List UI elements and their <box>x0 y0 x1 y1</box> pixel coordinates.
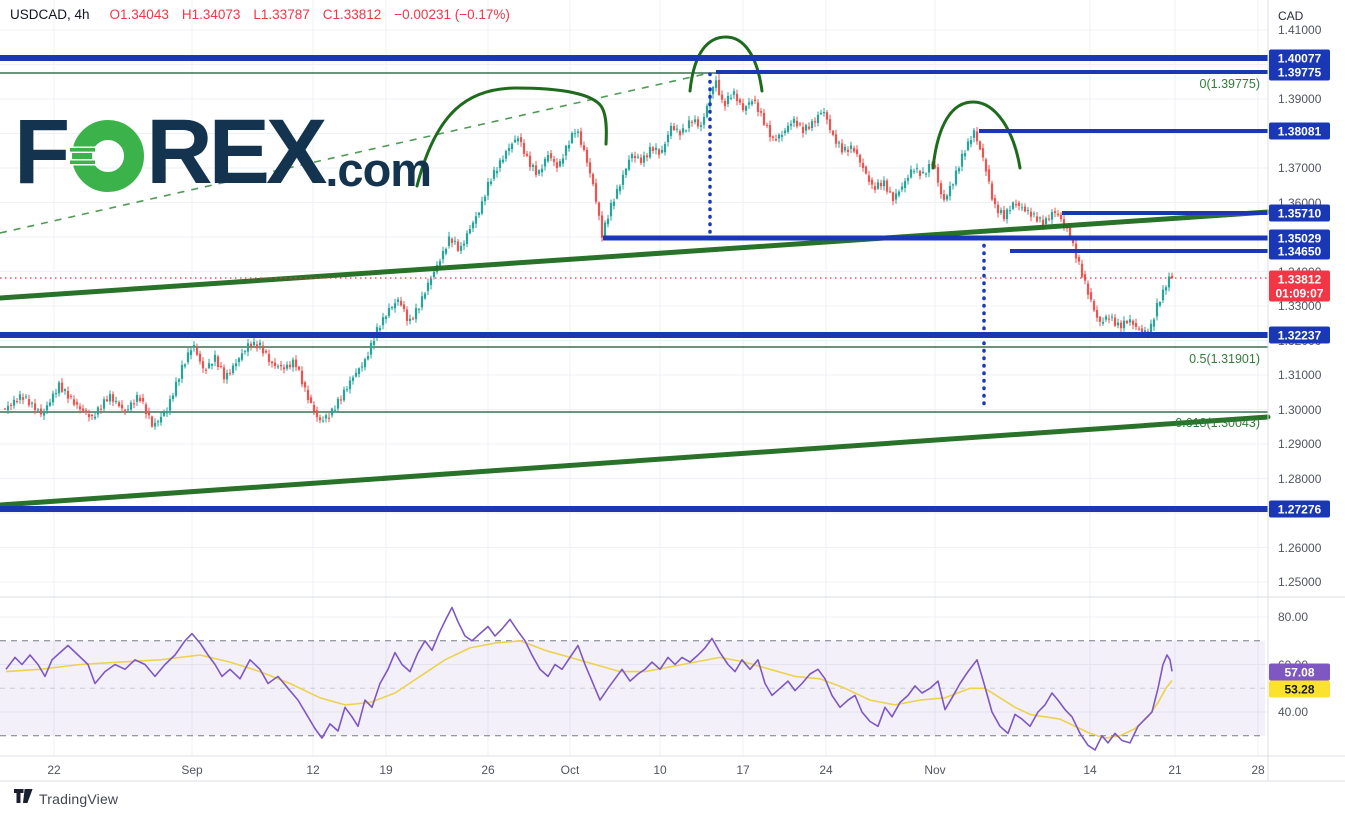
rsi-line <box>5 606 1173 751</box>
time-tick-label: Oct <box>560 763 580 777</box>
rsi-value-badge: 57.08 <box>1269 663 1330 681</box>
symbol-title[interactable]: USDCAD, 4h <box>10 7 90 22</box>
annotation-arc <box>415 86 608 188</box>
current-price-countdown: 01:09:07 <box>1275 286 1324 300</box>
price-tick-label: 1.29000 <box>1278 437 1322 451</box>
legend-open-value: O1.34043 <box>109 7 169 22</box>
price-tick-label: 1.26000 <box>1278 540 1322 555</box>
tradingview-brand-text[interactable]: TradingView <box>39 790 119 807</box>
time-tick-label: 28 <box>1251 763 1265 777</box>
time-tick-label: 22 <box>47 763 61 777</box>
watermark-dot-com: .com <box>325 143 432 196</box>
price-level-badge: 1.39775 <box>1269 63 1330 81</box>
current-price-value: 1.33812 <box>1277 272 1322 286</box>
grid <box>0 0 1268 756</box>
legend-high-value: H1.34073 <box>181 7 241 22</box>
price-level-badge: 1.32237 <box>1269 326 1330 344</box>
price-tick-label: 1.31000 <box>1278 368 1322 382</box>
time-tick-label: 14 <box>1083 763 1097 777</box>
legend-close-value: C1.33812 <box>322 7 382 22</box>
rsi-tick-label: 80.00 <box>1278 610 1309 624</box>
footer: TradingView <box>14 789 118 808</box>
axis-currency-label: CAD <box>1278 9 1304 23</box>
watermark-letters-rex: REX <box>146 101 327 203</box>
time-tick-label: Nov <box>924 763 946 777</box>
time-tick-label: 10 <box>653 763 667 777</box>
time-tick-label: 17 <box>736 763 750 777</box>
price-tick-label: 1.25000 <box>1278 575 1322 589</box>
time-tick-label: 12 <box>306 763 320 777</box>
price-axis[interactable]: CAD 1.410001.400001.390001.380001.370001… <box>1269 0 1345 781</box>
price-tick-label: 1.28000 <box>1278 471 1322 486</box>
price-tick-label: 1.30000 <box>1278 402 1322 417</box>
current-price-badge: 1.33812 01:09:07 <box>1269 270 1330 302</box>
legend: USDCAD, 4h O1.34043 H1.34073 L1.33787 C1… <box>10 7 510 22</box>
dashed-trendline <box>0 73 706 234</box>
price-level-badge: 1.35029 <box>1269 229 1330 247</box>
rsi-ma-line <box>5 639 1173 739</box>
time-tick-label: 24 <box>819 763 833 777</box>
price-level-badge: 1.27276 <box>1269 500 1330 518</box>
price-level-badge: 1.34650 <box>1269 242 1330 260</box>
trendline <box>0 209 1271 301</box>
price-levels <box>0 55 1268 512</box>
price-level-badge: 1.35710 <box>1269 204 1330 222</box>
price-level-badge: 1.40077 <box>1269 49 1330 67</box>
legend-low-value: L1.33787 <box>253 7 310 22</box>
rsi-ma-value-badge: 53.28 <box>1269 680 1330 698</box>
forex-euro-o-icon <box>70 119 145 198</box>
price-tick-label: 1.37000 <box>1278 161 1322 175</box>
time-tick-label: 19 <box>379 763 393 777</box>
time-tick-label: 21 <box>1168 763 1182 777</box>
price-tick-label: 1.33000 <box>1278 299 1322 313</box>
price-tick-label: 1.39000 <box>1278 92 1322 106</box>
candlesticks <box>3 72 1174 430</box>
time-tick-label: Sep <box>181 763 203 777</box>
rsi-tick-label: 40.00 <box>1278 705 1309 719</box>
time-tick-label: 26 <box>481 763 495 777</box>
price-tick-label: 1.41000 <box>1278 23 1322 37</box>
annotation-arc <box>931 100 1022 170</box>
annotation-arc <box>688 35 764 93</box>
tradingview-logo-icon[interactable] <box>14 789 33 808</box>
price-level-badge: 1.38081 <box>1269 122 1330 140</box>
legend-change-value: −0.00231 (−0.17%) <box>394 7 510 22</box>
rsi-band <box>0 640 1265 737</box>
trendline <box>0 414 1271 508</box>
forex-com-watermark: F REX .com <box>14 101 432 203</box>
watermark-letter-f: F <box>14 101 70 203</box>
